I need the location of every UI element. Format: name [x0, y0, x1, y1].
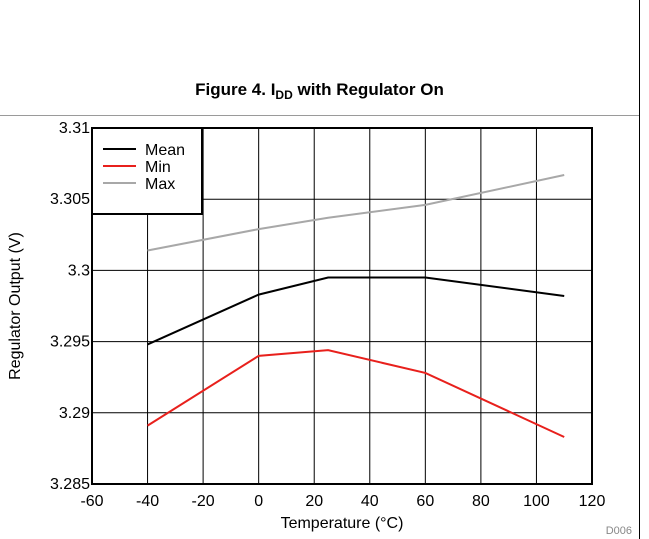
legend-label-mean: Mean [145, 142, 185, 159]
figure-divider-line [0, 115, 639, 116]
chart-tick-labels: -60 -40 -20 0 20 40 60 80 100 120 3.285 3.29 3.295 3.… [50, 120, 605, 510]
x-tick-label: 80 [472, 493, 490, 510]
x-tick-label: 0 [254, 493, 263, 510]
series-line-mean [147, 276, 565, 346]
y-tick-label: 3.29 [59, 405, 90, 422]
y-tick-label: 3.305 [50, 191, 90, 208]
y-tick-label: 3.285 [50, 476, 90, 493]
x-tick-label: 20 [305, 493, 323, 510]
x-tick-label: -20 [192, 493, 215, 510]
chart-series [147, 174, 565, 438]
y-tick-label: 3.3 [68, 262, 90, 279]
x-tick-label: 40 [361, 493, 379, 510]
legend-label-max: Max [145, 176, 175, 193]
page-right-border [639, 0, 640, 539]
figure-code: D006 [606, 525, 632, 537]
legend-label-min: Min [145, 159, 171, 176]
x-axis-label: Temperature (°C) [281, 515, 404, 532]
figure-title: Figure 4. IDD with Regulator On [195, 80, 444, 102]
series-line-max [147, 174, 565, 252]
x-tick-label: 60 [416, 493, 434, 510]
y-tick-label: 3.31 [59, 120, 90, 137]
plot-area-frame [91, 127, 593, 485]
x-tick-label: -40 [136, 493, 159, 510]
x-tick-label: -60 [80, 493, 103, 510]
x-tick-label: 120 [579, 493, 606, 510]
y-axis-label: Regulator Output (V) [7, 232, 24, 380]
y-tick-label: 3.295 [50, 334, 90, 351]
x-tick-label: 100 [523, 493, 550, 510]
legend-box [91, 127, 203, 215]
series-line-min [147, 349, 565, 438]
